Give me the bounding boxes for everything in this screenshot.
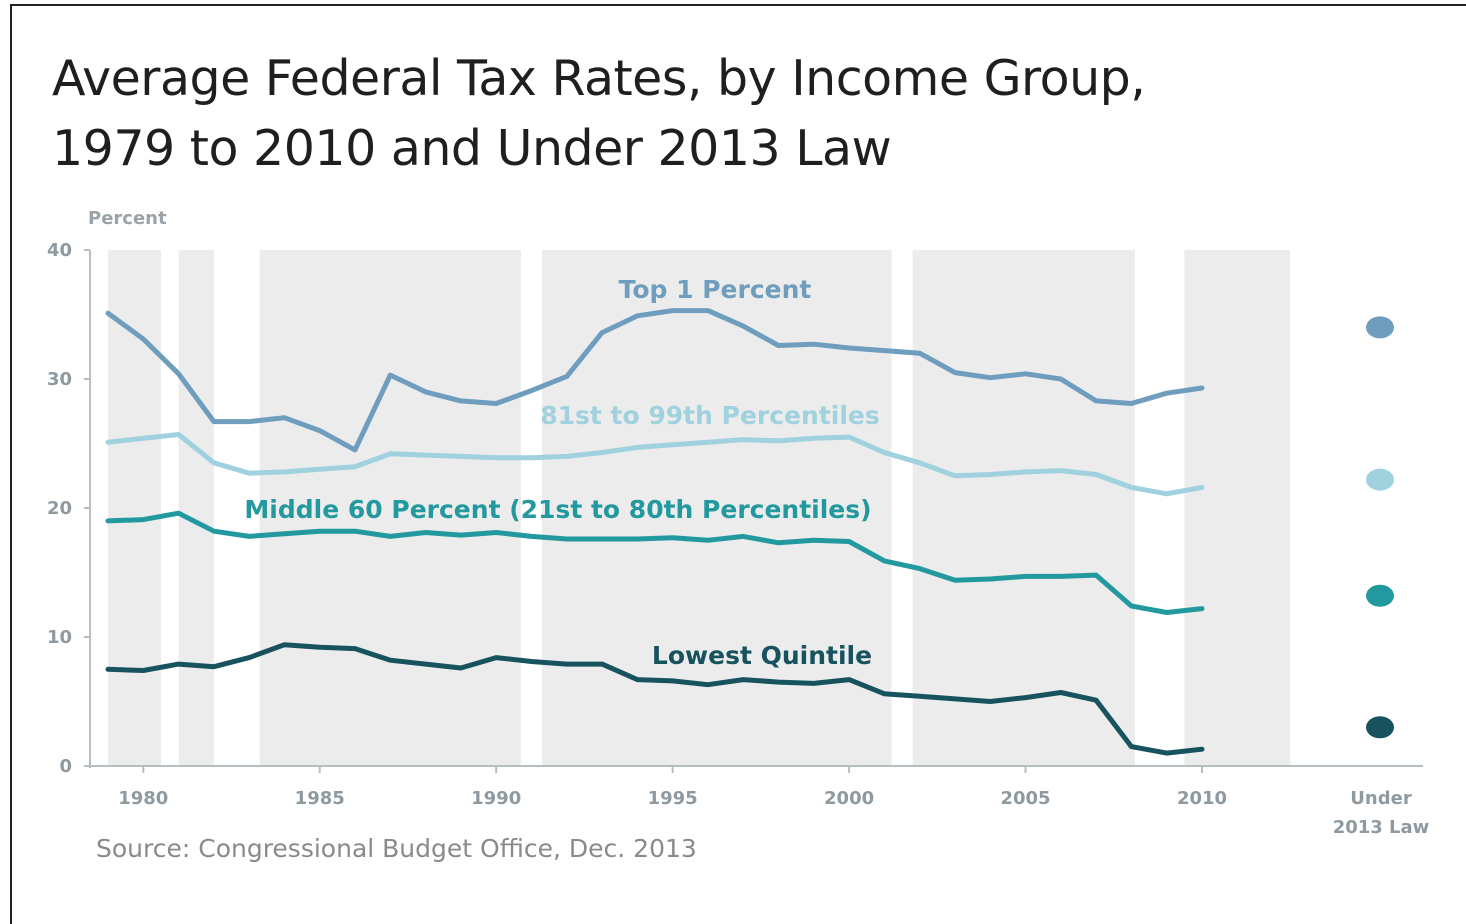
x-tick-2005: 2005 — [1000, 788, 1050, 809]
series-label-middle-60: Middle 60 Percent (21st to 80th Percenti… — [244, 495, 871, 524]
chart-frame — [10, 4, 1466, 924]
chart-title-line-1: Average Federal Tax Rates, by Income Gro… — [52, 50, 1146, 107]
shaded-band-2 — [259, 250, 521, 766]
x-tick-1990: 1990 — [471, 788, 521, 809]
under-2013-law-dot-0 — [1366, 316, 1394, 339]
series-line-3 — [105, 642, 1205, 756]
under-2013-law-markers — [1366, 316, 1394, 739]
y-tick-labels: 0 10 20 30 40 — [47, 240, 90, 777]
source-note: Source: Congressional Budget Office, Dec… — [96, 834, 697, 863]
chart-title: Average Federal Tax Rates, by Income Gro… — [52, 44, 1146, 184]
y-tick-30: 30 — [47, 369, 72, 390]
x-tick-under-label-2: 2013 Law — [1333, 817, 1430, 838]
x-tick-labels: 1980 1985 1990 1995 2000 2005 2010 — [118, 766, 1227, 809]
shaded-band-4 — [912, 250, 1135, 766]
x-tick-2000: 2000 — [824, 788, 874, 809]
y-axis-label: Percent — [88, 208, 167, 229]
x-tick-under-label-1: Under — [1350, 788, 1412, 809]
x-tick-2010: 2010 — [1177, 788, 1227, 809]
y-tick-10: 10 — [47, 627, 72, 648]
shaded-band-1 — [178, 250, 214, 766]
shaded-band-5 — [1184, 250, 1291, 766]
series-line-0 — [105, 308, 1205, 453]
under-2013-law-dot-2 — [1366, 584, 1394, 607]
series-lines — [105, 308, 1205, 756]
under-2013-law-dot-3 — [1366, 716, 1394, 739]
under-2013-law-dot-1 — [1366, 468, 1394, 491]
series-label-top-1: Top 1 Percent — [619, 275, 812, 304]
series-label-lowest-quintile: Lowest Quintile — [652, 641, 872, 670]
x-tick-1995: 1995 — [648, 788, 698, 809]
y-tick-40: 40 — [47, 240, 72, 261]
series-label-81-99: 81st to 99th Percentiles — [540, 401, 880, 430]
shaded-band-0 — [108, 250, 161, 766]
x-tick-1985: 1985 — [295, 788, 345, 809]
series-line-2 — [105, 510, 1205, 615]
x-tick-1980: 1980 — [118, 788, 168, 809]
chart-title-line-2: 1979 to 2010 and Under 2013 Law — [52, 120, 892, 177]
y-tick-0: 0 — [59, 756, 72, 777]
y-tick-20: 20 — [47, 498, 72, 519]
series-line-1 — [105, 432, 1205, 497]
